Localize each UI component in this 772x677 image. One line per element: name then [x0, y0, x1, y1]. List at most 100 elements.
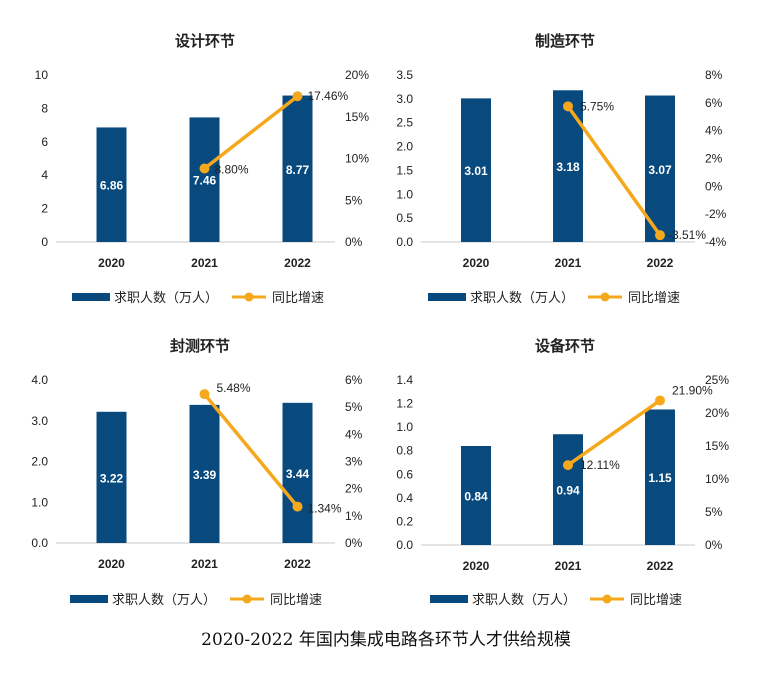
x-tick-label: 2021 [555, 256, 582, 270]
y2-tick-label: 6% [705, 96, 723, 110]
legend-bar-label: 求职人数（万人） [114, 291, 218, 306]
y2-tick-label: 0% [705, 179, 723, 193]
bar [96, 411, 127, 543]
x-tick-label: 2021 [191, 256, 218, 270]
y2-tick-label: 15% [345, 110, 369, 124]
chart-panel-1: 设计环节 0 2 4 6 8 10 0% 5% 10% 15% 20% 6.86 7.46 8.77 2020… [35, 32, 370, 306]
y2-tick-label: 8% [705, 68, 723, 82]
y-tick-label: 3.0 [396, 92, 413, 106]
x-tick-label: 2021 [191, 557, 218, 571]
y2-tick-label: 20% [705, 406, 729, 420]
growth-point [292, 91, 303, 102]
y2-tick-label: 0% [345, 235, 363, 249]
y-tick-label: 2.0 [31, 455, 48, 469]
y-tick-label: 3.5 [396, 68, 413, 82]
chart-title: 设备环节 [535, 337, 595, 355]
growth-point [655, 395, 665, 406]
y2-tick-label: 2% [705, 152, 723, 166]
y2-tick-label: 5% [345, 400, 363, 414]
growth-point [199, 163, 210, 174]
chart-title: 制造环节 [535, 32, 595, 50]
y2-tick-label: 10% [345, 152, 369, 166]
growth-line [203, 94, 299, 170]
y-tick-label: 10 [35, 68, 49, 82]
y2-tick-label: 2% [345, 482, 363, 496]
bar-value-label: 6.86 [100, 179, 124, 193]
y-tick-label: 8 [41, 101, 48, 115]
legend-bar-label: 求职人数（万人） [112, 593, 216, 608]
y-tick-label: 2 [41, 202, 48, 216]
y-tick-label: 4 [41, 168, 48, 182]
bar-value-label: 8.77 [286, 163, 310, 177]
legend-line-label: 同比增速 [270, 593, 322, 608]
y2-tick-label: 4% [345, 427, 363, 441]
y-tick-label: 0.0 [31, 536, 48, 550]
y2-tick-label: 1% [345, 509, 363, 523]
bar-value-label: 0.84 [464, 490, 488, 504]
bar-value-label: 0.94 [556, 484, 580, 498]
y2-tick-label: 3% [345, 455, 363, 469]
growth-point [563, 460, 573, 471]
legend-bar-swatch [70, 595, 108, 603]
y-tick-label: 0 [41, 235, 48, 249]
y-tick-label: 2.5 [396, 116, 413, 130]
growth-point [655, 230, 665, 241]
legend-line-marker [244, 292, 254, 302]
y-tick-label: 0.5 [396, 211, 413, 225]
bar [461, 446, 491, 545]
legend-line-marker [602, 594, 612, 604]
legend-line-label: 同比增速 [630, 593, 682, 608]
x-tick-label: 2021 [555, 559, 582, 573]
y-tick-label: 1.0 [31, 495, 48, 509]
y-tick-label: 4.0 [31, 373, 48, 387]
bar-value-label: 3.01 [464, 164, 488, 178]
bar [553, 90, 583, 242]
growth-point [563, 101, 573, 112]
y-tick-label: 1.4 [396, 373, 413, 387]
chart-title: 封测环节 [170, 337, 230, 355]
chart-title: 设计环节 [175, 32, 235, 50]
legend-bar-swatch [72, 293, 110, 301]
bar-value-label: 1.15 [648, 471, 672, 485]
bar [645, 409, 675, 545]
bar-value-label: 3.18 [556, 160, 580, 174]
y2-tick-label: 5% [705, 505, 723, 519]
growth-line [203, 393, 299, 508]
figure-caption: 2020-2022 年国内集成电路各环节人才供给规模 [201, 630, 571, 650]
bar [282, 95, 313, 242]
y2-tick-label: 6% [345, 373, 363, 387]
growth-point [199, 389, 210, 400]
y-tick-label: 1.2 [396, 397, 413, 411]
x-tick-label: 2022 [647, 256, 674, 270]
y2-tick-label: 0% [345, 536, 363, 550]
y2-tick-label: 10% [705, 472, 729, 486]
chart-panel-4: 设备环节 0.0 0.2 0.4 0.6 0.8 1.0 1.2 1.4 0% 5% 10% 15% 20… [396, 337, 729, 608]
x-tick-label: 2022 [647, 559, 674, 573]
bar [189, 404, 220, 543]
legend-line-marker [242, 594, 252, 604]
y-tick-label: 1.0 [396, 187, 413, 201]
y-tick-label: 6 [41, 135, 48, 149]
growth-value-label: 8.80% [215, 163, 249, 177]
y-tick-label: 0.2 [396, 514, 413, 528]
x-tick-label: 2020 [98, 557, 125, 571]
bar [645, 95, 675, 242]
y2-tick-label: -4% [705, 235, 727, 249]
legend-bar-swatch [430, 595, 468, 603]
y-tick-label: 0.4 [396, 491, 413, 505]
y2-tick-label: 15% [705, 439, 729, 453]
x-tick-label: 2022 [284, 557, 311, 571]
legend-line-label: 同比增速 [628, 291, 680, 306]
y2-tick-label: 20% [345, 68, 369, 82]
growth-value-label: 1.34% [308, 502, 342, 516]
bar-value-label: 7.46 [193, 174, 217, 188]
bar [461, 98, 491, 242]
bar-value-label: 3.44 [286, 467, 310, 481]
bar [553, 434, 583, 545]
growth-point [292, 501, 303, 512]
legend-bar-label: 求职人数（万人） [470, 291, 574, 306]
y-tick-label: 0.6 [396, 467, 413, 481]
growth-line [566, 105, 662, 237]
x-tick-label: 2020 [98, 256, 125, 270]
